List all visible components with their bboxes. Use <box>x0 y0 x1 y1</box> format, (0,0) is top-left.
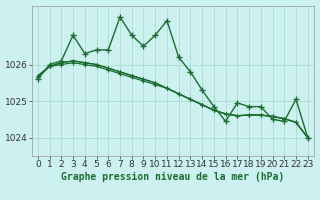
X-axis label: Graphe pression niveau de la mer (hPa): Graphe pression niveau de la mer (hPa) <box>61 172 284 182</box>
